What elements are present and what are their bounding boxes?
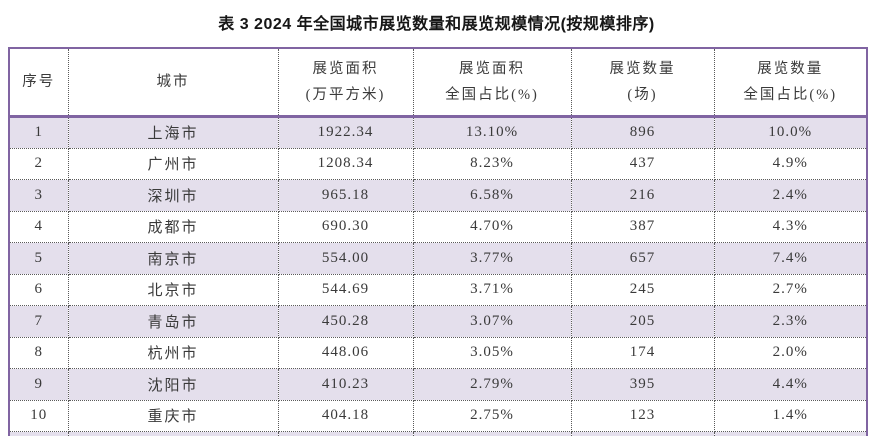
header-cell-city: 城市 <box>67 47 279 118</box>
table-cell <box>8 431 69 436</box>
cell-area-share: 13.10% <box>412 116 572 149</box>
table-row: 10 重庆市 404.18 2.75% 123 1.4% <box>8 399 868 432</box>
cell-city: 重庆市 <box>67 399 279 432</box>
cell-index: 8 <box>8 336 69 369</box>
cell-city: 深圳市 <box>67 179 279 212</box>
cell-count-share: 2.7% <box>713 273 868 306</box>
header-label-line2: 全国占比(%) <box>743 87 838 103</box>
table-row-partial <box>8 431 868 436</box>
cell-index: 4 <box>8 210 69 243</box>
header-label-line2: 全国占比(%) <box>445 87 539 103</box>
cell-city: 沈阳市 <box>67 368 279 401</box>
header-cell-area-share: 展览面积 全国占比(%) <box>412 47 572 118</box>
cell-count-share: 2.3% <box>713 305 868 338</box>
cell-city: 上海市 <box>67 116 279 149</box>
table-row: 1 上海市 1922.34 13.10% 896 10.0% <box>8 116 868 149</box>
cell-index: 5 <box>8 242 69 275</box>
cell-area: 448.06 <box>277 336 414 369</box>
header-label: 序号 <box>22 74 56 90</box>
cell-area-share: 3.71% <box>412 273 572 306</box>
table-row: 3 深圳市 965.18 6.58% 216 2.4% <box>8 179 868 212</box>
cell-count: 174 <box>570 336 715 369</box>
cell-city: 成都市 <box>67 210 279 243</box>
cell-count-share: 2.0% <box>713 336 868 369</box>
cell-area-share: 3.05% <box>412 336 572 369</box>
cell-index: 10 <box>8 399 69 432</box>
header-label-line2: (场) <box>627 87 658 103</box>
cell-index: 2 <box>8 147 69 180</box>
cell-area-share: 6.58% <box>412 179 572 212</box>
cell-count-share: 4.4% <box>713 368 868 401</box>
header-cell-index: 序号 <box>8 47 69 118</box>
cell-area: 544.69 <box>277 273 414 306</box>
cell-area: 410.23 <box>277 368 414 401</box>
header-label-line1: 展览面积 <box>459 61 525 77</box>
table-title: 表 3 2024 年全国城市展览数量和展览规模情况(按规模排序) <box>218 16 655 33</box>
cell-index: 6 <box>8 273 69 306</box>
header-label-line1: 展览数量 <box>757 61 824 77</box>
cell-count: 123 <box>570 399 715 432</box>
cell-area: 1208.34 <box>277 147 414 180</box>
cell-area: 690.30 <box>277 210 414 243</box>
cell-count: 216 <box>570 179 715 212</box>
exhibition-table: 序号 城市 展览面积 (万平方米) 展览面积 全国占比(%) 展览数量 (场) <box>8 47 868 436</box>
table-cell <box>570 431 715 436</box>
cell-area-share: 4.70% <box>412 210 572 243</box>
header-cell-count-share: 展览数量 全国占比(%) <box>713 47 868 118</box>
cell-city: 杭州市 <box>67 336 279 369</box>
cell-area: 554.00 <box>277 242 414 275</box>
table-row: 8 杭州市 448.06 3.05% 174 2.0% <box>8 336 868 369</box>
cell-index: 1 <box>8 116 69 149</box>
header-label-line1: 展览数量 <box>609 61 676 77</box>
cell-count-share: 2.4% <box>713 179 868 212</box>
cell-count: 245 <box>570 273 715 306</box>
cell-area-share: 3.77% <box>412 242 572 275</box>
cell-count: 387 <box>570 210 715 243</box>
cell-area-share: 8.23% <box>412 147 572 180</box>
cell-count: 205 <box>570 305 715 338</box>
cell-area: 965.18 <box>277 179 414 212</box>
header-cell-count: 展览数量 (场) <box>570 47 715 118</box>
cell-city: 青岛市 <box>67 305 279 338</box>
cell-count-share: 4.9% <box>713 147 868 180</box>
header-label-line2: (万平方米) <box>305 87 386 103</box>
table-row: 9 沈阳市 410.23 2.79% 395 4.4% <box>8 368 868 401</box>
table-row: 7 青岛市 450.28 3.07% 205 2.3% <box>8 305 868 338</box>
cell-area-share: 3.07% <box>412 305 572 338</box>
table-cell <box>277 431 414 436</box>
cell-city: 北京市 <box>67 273 279 306</box>
cell-count: 395 <box>570 368 715 401</box>
cell-area: 404.18 <box>277 399 414 432</box>
header-row: 序号 城市 展览面积 (万平方米) 展览面积 全国占比(%) 展览数量 (场) <box>8 47 868 118</box>
table-body: 1 上海市 1922.34 13.10% 896 10.0% 2 广州市 120… <box>8 116 868 436</box>
table-row: 5 南京市 554.00 3.77% 657 7.4% <box>8 242 868 275</box>
cell-count: 896 <box>570 116 715 149</box>
table-row: 6 北京市 544.69 3.71% 245 2.7% <box>8 273 868 306</box>
cell-count: 657 <box>570 242 715 275</box>
cell-index: 7 <box>8 305 69 338</box>
cell-area-share: 2.75% <box>412 399 572 432</box>
cell-count: 437 <box>570 147 715 180</box>
cell-area: 1922.34 <box>277 116 414 149</box>
cell-area-share: 2.79% <box>412 368 572 401</box>
cell-count-share: 10.0% <box>713 116 868 149</box>
cell-city: 广州市 <box>67 147 279 180</box>
header-label-line1: 展览面积 <box>312 61 379 77</box>
header-label: 城市 <box>156 74 190 90</box>
cell-count-share: 4.3% <box>713 210 868 243</box>
cell-count-share: 7.4% <box>713 242 868 275</box>
header-cell-area: 展览面积 (万平方米) <box>277 47 414 118</box>
cell-index: 9 <box>8 368 69 401</box>
cell-city: 南京市 <box>67 242 279 275</box>
table-cell <box>713 431 868 436</box>
cell-count-share: 1.4% <box>713 399 868 432</box>
table-cell <box>412 431 572 436</box>
table-header: 序号 城市 展览面积 (万平方米) 展览面积 全国占比(%) 展览数量 (场) <box>8 47 868 118</box>
cell-area: 450.28 <box>277 305 414 338</box>
cell-index: 3 <box>8 179 69 212</box>
table-row: 2 广州市 1208.34 8.23% 437 4.9% <box>8 147 868 180</box>
table-cell <box>67 431 279 436</box>
table-row: 4 成都市 690.30 4.70% 387 4.3% <box>8 210 868 243</box>
